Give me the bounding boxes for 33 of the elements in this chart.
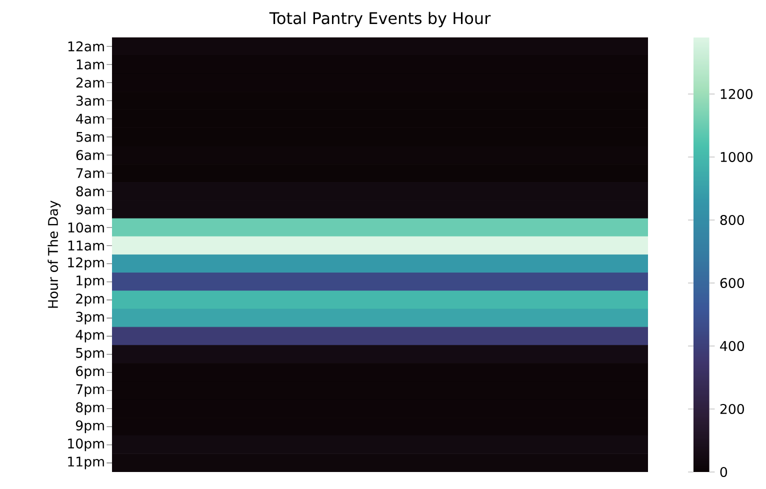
- y-tick-label: 10am: [68, 222, 104, 233]
- y-tick-label: 3am: [76, 96, 104, 106]
- y-tick-label: 1pm: [76, 276, 104, 288]
- y-tick-label: 7am: [76, 168, 104, 178]
- y-tick-label: 1am: [76, 60, 104, 70]
- y-tick-label: 5am: [76, 132, 104, 142]
- y-tick-label: 4am: [76, 114, 104, 124]
- y-tick-label: 11am: [68, 240, 104, 251]
- chart-title: Total Pantry Events by Hour: [269, 12, 491, 28]
- color-bar-label: 600: [720, 278, 744, 288]
- color-bar-label: 400: [720, 340, 744, 352]
- color-bar-label: 200: [720, 404, 744, 414]
- y-tick-label: 11pm: [68, 456, 104, 470]
- color-bar-label: 1000: [720, 152, 752, 162]
- color-bar-label: 1200: [720, 88, 752, 100]
- y-tick-label: 6pm: [76, 366, 104, 379]
- y-tick-label: 9am: [76, 204, 104, 214]
- y-tick-label: 12am: [68, 41, 104, 52]
- y-tick-label: 2am: [76, 78, 104, 88]
- color-bar-label: 0: [720, 466, 728, 478]
- y-axis-title: Hour of The Day: [48, 200, 61, 308]
- y-tick-label: 6am: [76, 150, 104, 160]
- y-tick-label: 8am: [76, 186, 104, 196]
- y-tick-label: 8pm: [76, 402, 104, 415]
- y-tick-label: 9pm: [76, 420, 104, 434]
- color-bar-label: 800: [720, 214, 744, 226]
- y-tick-label: 2pm: [76, 294, 104, 306]
- y-tick-label: 7pm: [76, 384, 104, 397]
- y-tick-label: 12pm: [68, 257, 104, 270]
- y-tick-label: 5pm: [76, 348, 104, 361]
- y-tick-label: 4pm: [76, 330, 104, 342]
- y-tick-label: 3pm: [76, 312, 104, 324]
- y-tick-label: 10pm: [68, 438, 104, 452]
